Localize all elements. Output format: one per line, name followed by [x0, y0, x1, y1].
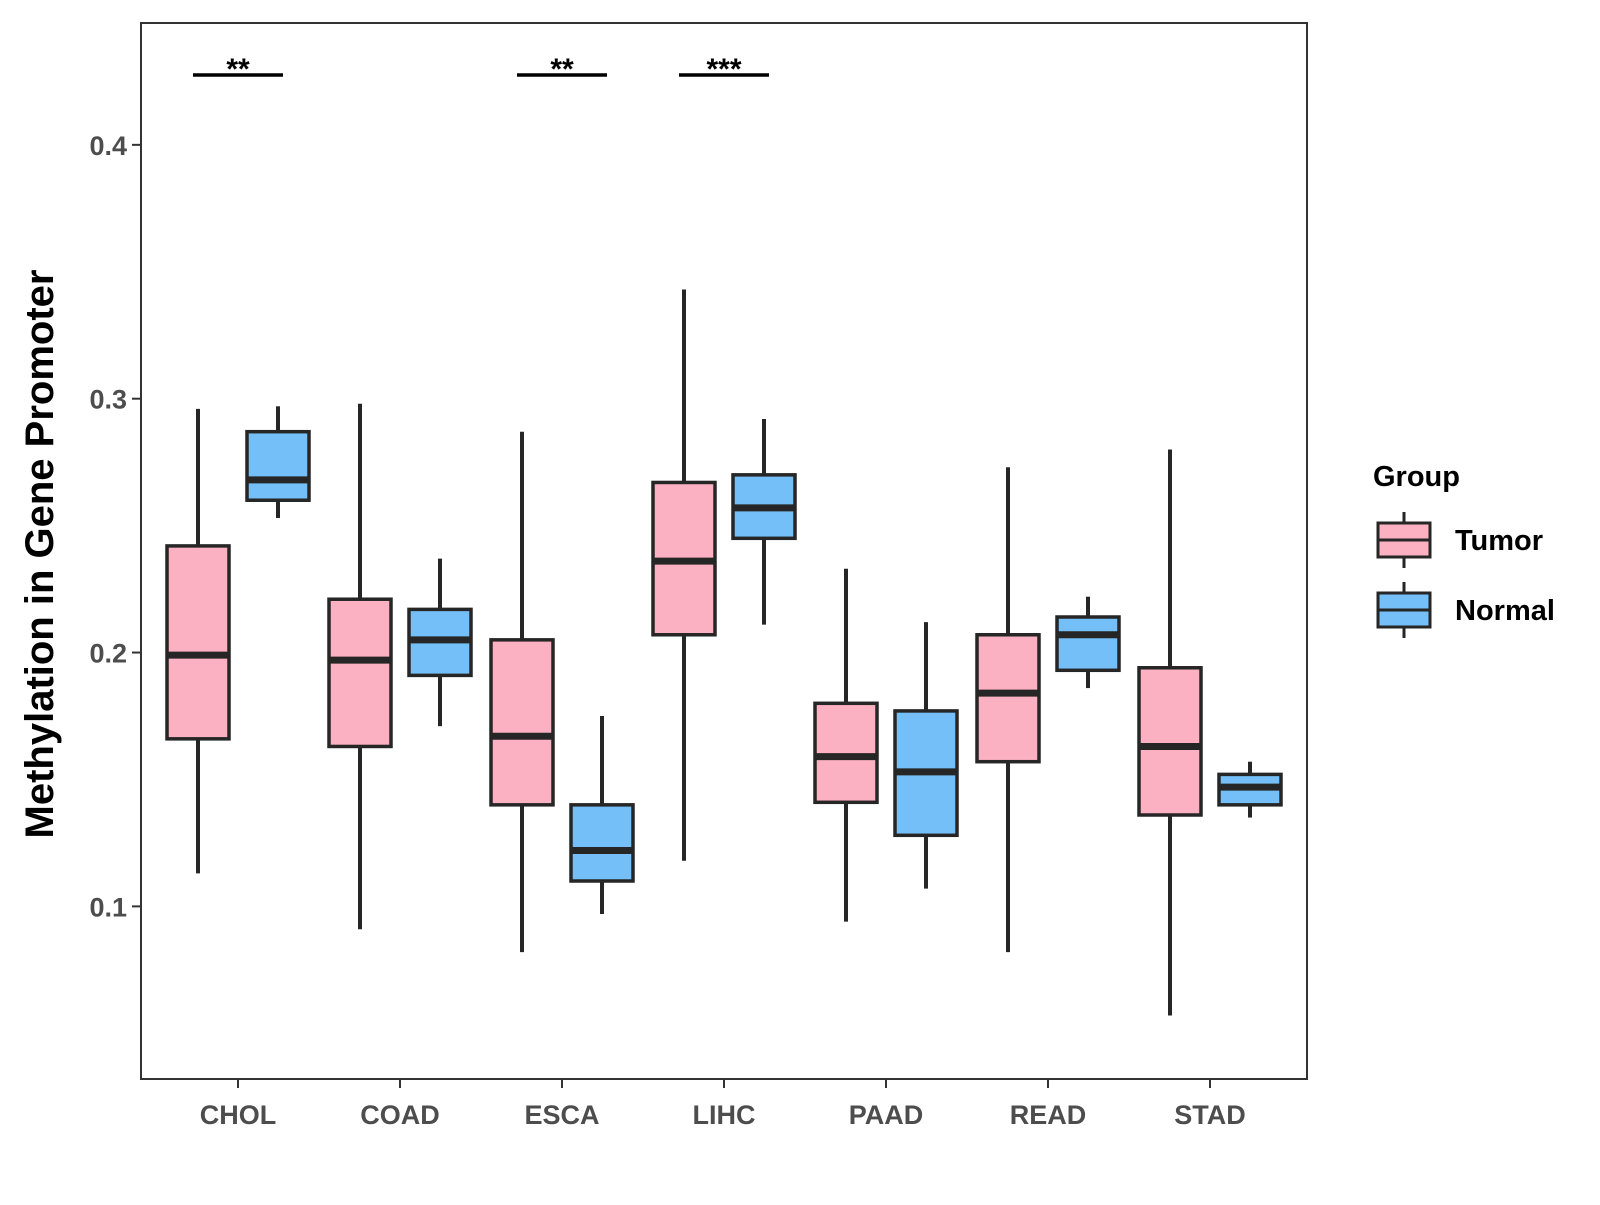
- x-tick-label: COAD: [360, 1100, 440, 1130]
- box-iqr: [489, 638, 555, 807]
- box-iqr: [569, 803, 635, 883]
- box-iqr: [1055, 615, 1121, 673]
- legend: Group Tumor Normal: [1373, 461, 1555, 638]
- box-tumor-lihc: [651, 289, 717, 861]
- box-normal-coad: [407, 558, 473, 727]
- x-axis: CHOL COAD ESCA LIHC PAAD READ STAD: [200, 1079, 1246, 1130]
- x-tick-label: LIHC: [693, 1100, 756, 1130]
- box-normal-stad: [1217, 761, 1283, 818]
- box-iqr: [1137, 666, 1203, 817]
- significance-label: ***: [706, 53, 741, 86]
- box-iqr: [245, 429, 311, 502]
- boxes-layer: [165, 289, 1283, 1016]
- box-iqr: [327, 597, 393, 749]
- x-tick-label: ESCA: [524, 1100, 599, 1130]
- significance-layer: ** ** ***: [193, 53, 769, 86]
- plot-panel: [140, 22, 1308, 1080]
- y-axis-title: Methylation in Gene Promoter: [18, 270, 62, 839]
- box-normal-esca: [569, 716, 635, 914]
- box-normal-chol: [245, 406, 311, 518]
- y-axis: 0.1 0.2 0.3 0.4: [89, 131, 141, 922]
- significance-label: **: [550, 53, 574, 86]
- box-iqr: [813, 701, 879, 805]
- box-tumor-read: [975, 467, 1041, 953]
- legend-label: Normal: [1455, 595, 1555, 627]
- x-tick-label: STAD: [1174, 1100, 1246, 1130]
- significance-label: **: [226, 53, 250, 86]
- legend-entry-normal: Normal: [1376, 582, 1555, 638]
- legend-label: Tumor: [1455, 525, 1543, 557]
- box-tumor-coad: [327, 403, 393, 930]
- box-tumor-paad: [813, 568, 879, 922]
- box-normal-read: [1055, 596, 1121, 689]
- box-tumor-esca: [489, 431, 555, 953]
- box-iqr: [975, 633, 1041, 764]
- box-tumor-chol: [165, 408, 231, 874]
- box-tumor-stad: [1137, 449, 1203, 1016]
- box-normal-lihc: [731, 419, 797, 625]
- legend-title: Group: [1373, 461, 1460, 493]
- x-tick-label: PAAD: [849, 1100, 924, 1130]
- box-iqr: [165, 544, 231, 741]
- y-tick-label: 0.3: [89, 385, 127, 415]
- box-normal-paad: [893, 622, 959, 889]
- y-tick-label: 0.1: [89, 892, 127, 922]
- y-tick-label: 0.4: [89, 131, 127, 161]
- x-tick-label: READ: [1010, 1100, 1087, 1130]
- x-tick-label: CHOL: [200, 1100, 277, 1130]
- y-tick-label: 0.2: [89, 639, 127, 669]
- legend-entry-tumor: Tumor: [1376, 512, 1543, 568]
